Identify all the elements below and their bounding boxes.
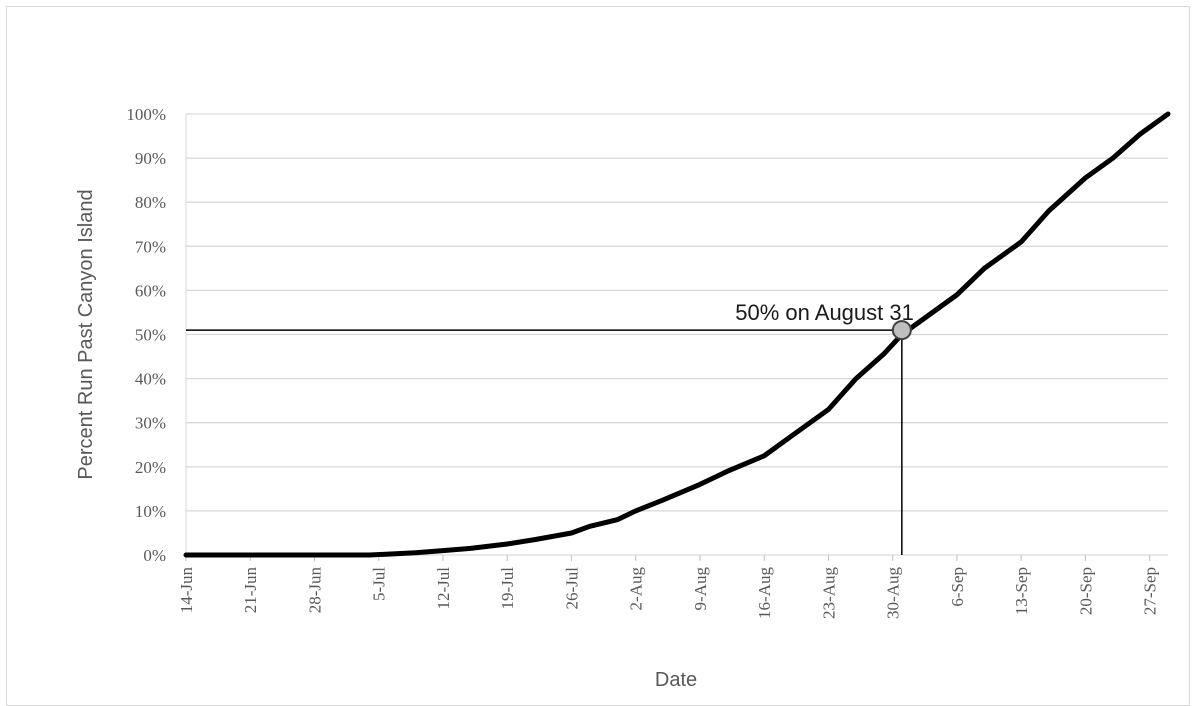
- y-tick-label: 30%: [135, 414, 166, 433]
- annotation-label: 50% on August 31: [735, 300, 914, 325]
- x-tick-label: 14-Jun: [177, 567, 196, 614]
- x-tick-labels: 14-Jun 21-Jun 28-Jun 5-Jul 12-Jul 19-Jul 26-Ju…: [177, 567, 1160, 619]
- y-tick-label: 60%: [135, 281, 166, 300]
- x-tick-label: 21-Jun: [241, 567, 260, 614]
- x-tick-label: 26-Jul: [562, 567, 581, 610]
- x-tick-label: 9-Aug: [691, 567, 710, 611]
- y-tick-label: 70%: [135, 237, 166, 256]
- chart-frame: [6, 6, 1190, 706]
- y-tick-label: 0%: [143, 546, 166, 565]
- x-tick-label: 2-Aug: [627, 567, 646, 611]
- x-tick-label: 23-Aug: [819, 567, 838, 619]
- y-tick-label: 20%: [135, 458, 166, 477]
- x-tick-label: 6-Sep: [948, 567, 967, 607]
- x-axis-title: Date: [655, 669, 697, 691]
- x-tick-label: 12-Jul: [434, 567, 453, 610]
- x-tick-label: 19-Jul: [498, 567, 517, 610]
- y-axis-title: Percent Run Past Canyon Island: [75, 189, 97, 479]
- x-tick-label: 16-Aug: [755, 567, 774, 619]
- x-tick-label: 20-Sep: [1076, 567, 1095, 615]
- x-tick-label: 28-Jun: [305, 567, 324, 614]
- y-tick-label: 50%: [135, 326, 166, 345]
- y-tick-label: 100%: [126, 105, 166, 124]
- x-tick-label: 27-Sep: [1141, 567, 1160, 615]
- annotation-marker: [891, 320, 912, 341]
- series-line: [183, 111, 1171, 558]
- y-tick-label: 80%: [135, 193, 166, 212]
- x-tick-label: 13-Sep: [1012, 567, 1031, 615]
- x-tick-label: 5-Jul: [370, 567, 389, 601]
- x-tick-label: 30-Aug: [884, 567, 903, 619]
- y-tick-label: 10%: [135, 502, 166, 521]
- annotation-guides: [186, 329, 903, 555]
- y-tick-labels: 0% 10% 20% 30% 40% 50% 60% 70% 80% 90% 100%: [126, 105, 166, 565]
- y-tick-label: 90%: [135, 149, 166, 168]
- y-tick-label: 40%: [135, 370, 166, 389]
